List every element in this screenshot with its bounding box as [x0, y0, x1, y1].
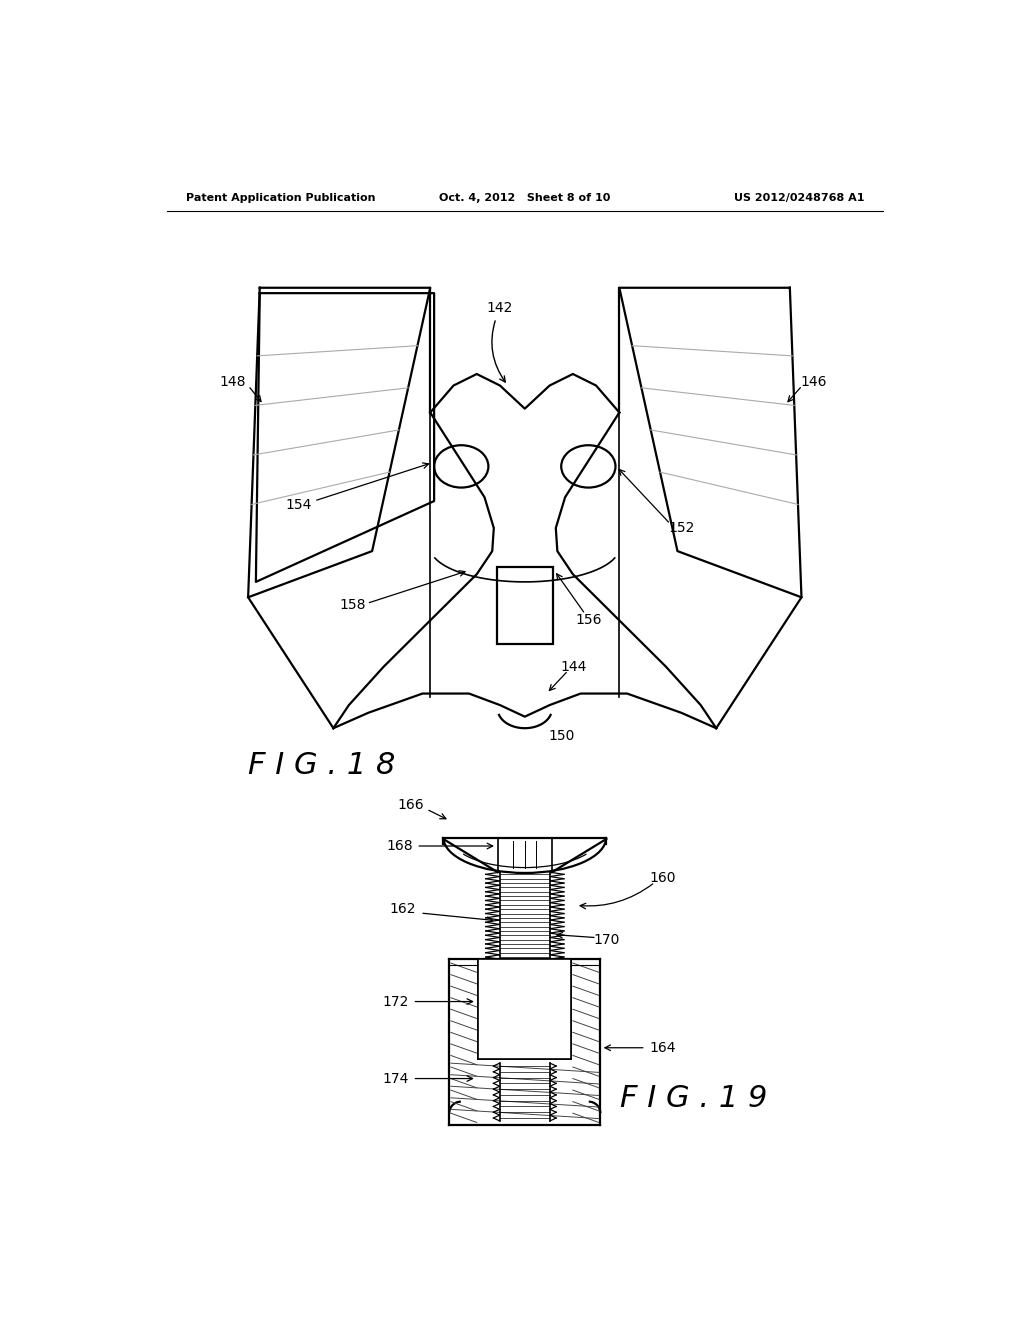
- Text: 150: 150: [549, 729, 575, 743]
- Text: 172: 172: [382, 994, 409, 1008]
- Text: 158: 158: [340, 598, 366, 612]
- Text: 146: 146: [801, 375, 827, 388]
- Text: 154: 154: [286, 498, 311, 512]
- Text: F I G . 1 8: F I G . 1 8: [248, 751, 395, 780]
- Text: 160: 160: [649, 871, 676, 886]
- Text: 166: 166: [397, 799, 424, 812]
- Bar: [497, 566, 553, 644]
- Text: 162: 162: [390, 902, 417, 916]
- Text: Patent Application Publication: Patent Application Publication: [186, 194, 376, 203]
- Text: 142: 142: [486, 301, 513, 381]
- Text: 148: 148: [219, 375, 246, 388]
- Text: F I G . 1 9: F I G . 1 9: [621, 1084, 768, 1113]
- Text: 144: 144: [560, 660, 587, 673]
- Text: 164: 164: [649, 1040, 676, 1055]
- Text: 174: 174: [382, 1072, 409, 1085]
- Text: Oct. 4, 2012   Sheet 8 of 10: Oct. 4, 2012 Sheet 8 of 10: [439, 194, 610, 203]
- Text: 156: 156: [575, 614, 602, 627]
- Text: 170: 170: [594, 933, 621, 946]
- Text: US 2012/0248768 A1: US 2012/0248768 A1: [734, 194, 864, 203]
- Text: 168: 168: [386, 840, 413, 853]
- Text: 152: 152: [669, 521, 695, 535]
- Bar: [478, 960, 571, 1059]
